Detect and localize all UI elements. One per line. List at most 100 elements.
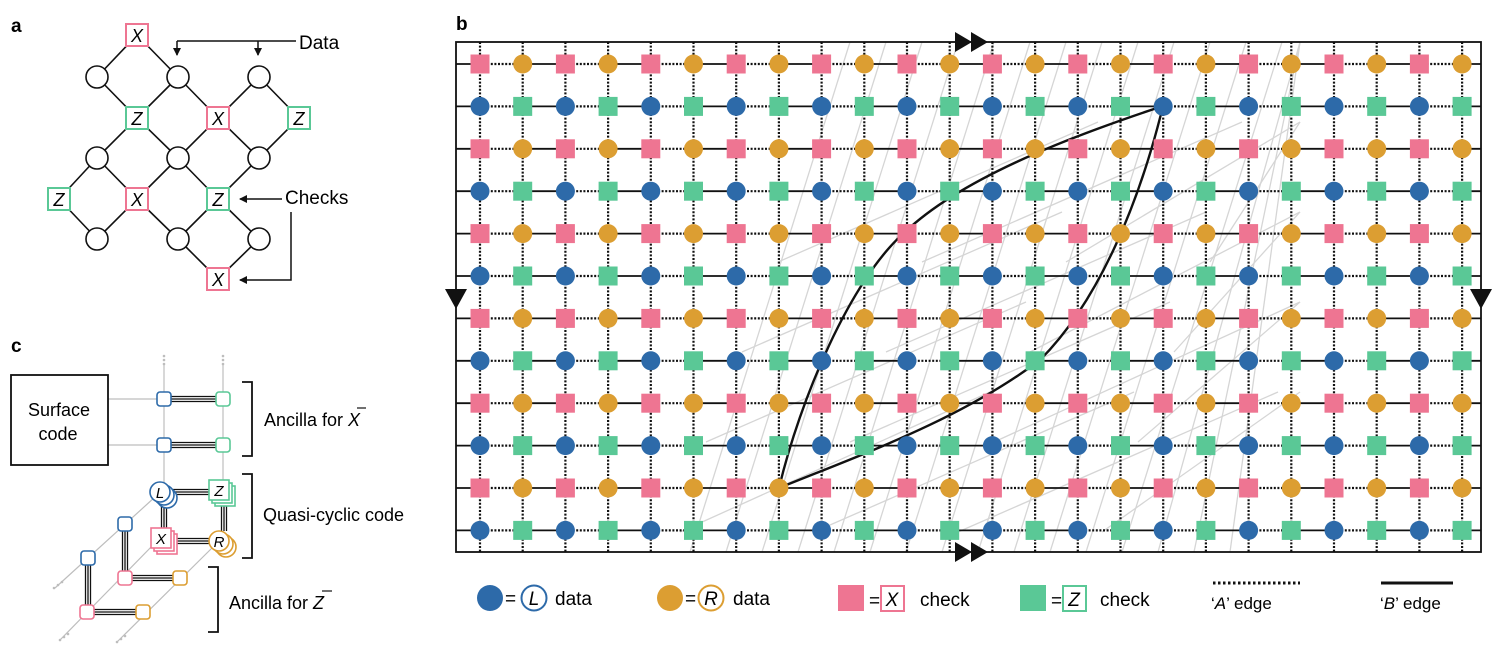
z-check-node [1281,266,1301,286]
bottom-double-arrow-icon [955,542,988,562]
r-data-node [684,54,703,74]
r-data-node [1367,139,1387,159]
l-data-node [555,436,575,456]
z-check-node [1281,520,1301,540]
x-check-node [982,54,1002,74]
x-check-node [897,308,917,328]
r-data-node [854,54,874,74]
l-data-node [812,181,832,201]
qc-r-stack: R [208,530,237,558]
x-check-node [470,224,490,244]
l-data-node [1068,351,1088,371]
z-check-node [1111,181,1130,201]
r-data-node [1367,393,1387,413]
r-data-node [598,308,618,328]
x-check-node [1239,224,1259,244]
r-data-node [1196,478,1216,498]
x-check-node [1324,308,1344,328]
z-check-node [598,436,618,456]
x-check-node: X [206,267,230,291]
panel-b-frame [455,41,1482,553]
x-check-node [1409,308,1429,328]
x-check-node [641,393,661,413]
x-check-node [897,54,917,74]
l-data-node [982,351,1002,371]
r-data-node [1196,139,1216,159]
z-check-node [1452,181,1472,201]
l-data-node [470,96,490,116]
r-data-node [513,54,533,74]
l-data-node [726,520,746,540]
r-data-node [513,478,533,498]
surface-code-label-line2: code [38,424,77,444]
r-data-node [1025,308,1045,328]
x-check-node [470,308,490,328]
x-check-node [641,224,661,244]
x-check-node [555,224,575,244]
x-check-node [726,393,746,413]
r-data-node [1281,54,1301,74]
l-data-node [555,96,575,116]
r-data-node [1111,224,1130,244]
qc-z-stack: Z [208,479,236,507]
l-data-node [470,520,490,540]
x-check-node [1153,308,1173,328]
z-check-node [513,351,533,371]
l-data-node [1153,436,1173,456]
r-data-node [854,393,874,413]
z-check-node [684,181,703,201]
l-data-node [1324,181,1344,201]
x-check-node [1324,393,1344,413]
panel-c-brackets [208,381,253,633]
r-data-node [854,478,874,498]
data-annotation [173,40,296,56]
svg-text:X: X [130,190,144,210]
panel-b-long-range-edges [679,41,1301,553]
l-data-node [812,436,832,456]
x-check-node: X [206,106,230,130]
z-check-node [1367,181,1387,201]
z-check-node [854,266,874,286]
z-check-node [598,96,618,116]
z-check-node [940,96,960,116]
panel-c-letter: c [11,336,22,357]
data-qubit-circle [247,65,271,89]
x-check-node [555,393,575,413]
l-data-node [726,181,746,201]
l-data-node [1239,181,1259,201]
l-data-node [555,181,575,201]
r-data-node [1452,478,1472,498]
ancilla-z-r-node [135,604,151,620]
z-check-node [513,266,533,286]
z-check-node [854,96,874,116]
r-data-node [1452,224,1472,244]
l-data-node [982,96,1002,116]
legend-l-circle-icon [520,584,548,612]
l-data-node [897,266,917,286]
x-check-node [1239,393,1259,413]
data-qubit-circle [85,146,109,170]
l-data-node [897,520,917,540]
z-check-node [1452,436,1472,456]
r-data-node [598,224,618,244]
r-data-node [940,139,960,159]
x-check-node [641,478,661,498]
l-data-node [812,96,832,116]
z-check-node [1196,436,1216,456]
x-check-node [470,393,490,413]
legend-l-symbol: L [529,589,540,610]
qc-r-symbol: R [214,534,225,551]
x-check-node [1239,139,1259,159]
x-check-node [1324,478,1344,498]
x-check-node [726,54,746,74]
x-check-node [555,139,575,159]
svg-text:Z: Z [53,190,66,210]
l-data-node [1409,181,1429,201]
l-data-node [726,351,746,371]
z-check-node [769,96,789,116]
data-qubit-circle [166,146,190,170]
z-check-node [1111,96,1130,116]
legend-r-data-text: data [733,589,770,610]
r-data-node [769,139,789,159]
